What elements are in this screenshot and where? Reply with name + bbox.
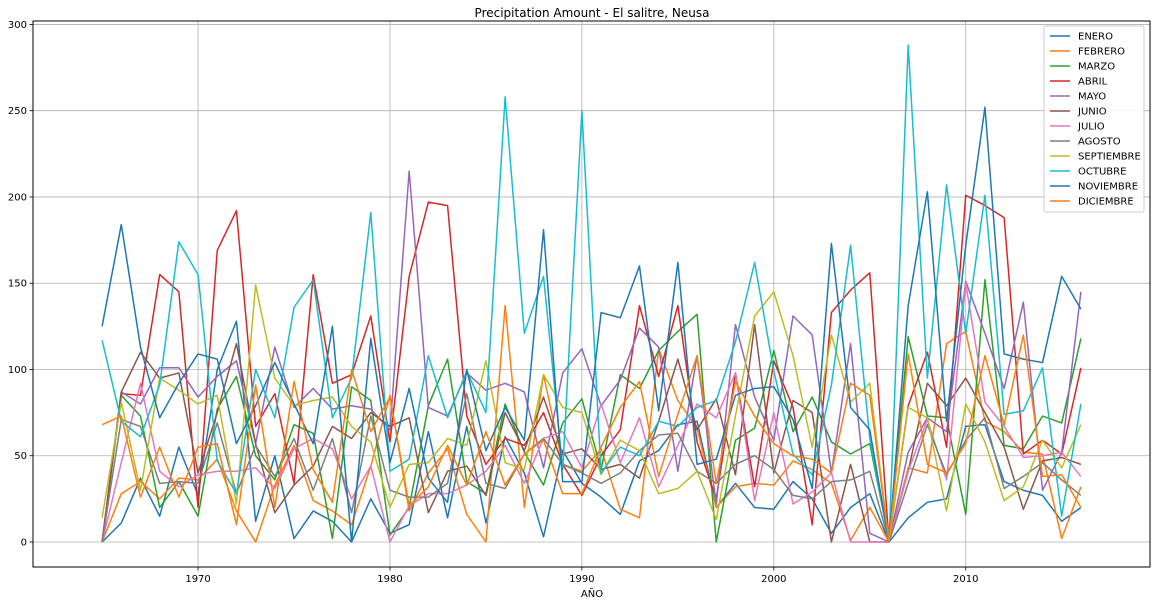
series-line-abril bbox=[101, 194, 1082, 543]
legend-label: FEBRERO bbox=[1078, 47, 1125, 58]
legend-label: OCTUBRE bbox=[1078, 167, 1126, 178]
series-line-julio bbox=[101, 282, 1082, 543]
legend-label: SEPTIEMBRE bbox=[1078, 152, 1141, 163]
x-tick-label: 2010 bbox=[953, 574, 978, 585]
series-line-diciembre bbox=[101, 334, 1082, 543]
y-tick-label: 100 bbox=[8, 365, 27, 376]
x-axis: 1970 1980 1990 2000 2010 bbox=[185, 567, 978, 585]
legend-label: NOVIEMBRE bbox=[1078, 182, 1138, 193]
y-tick-label: 300 bbox=[8, 20, 27, 31]
legend-label: MAYO bbox=[1078, 92, 1106, 103]
y-axis: 0 50 100 150 200 250 300 bbox=[8, 20, 33, 548]
series-line-octubre bbox=[101, 44, 1082, 543]
x-tick-label: 1990 bbox=[569, 574, 594, 585]
y-tick-label: 150 bbox=[8, 279, 27, 290]
legend: ENERO FEBRERO MARZO ABRIL MAYO JUNIO JULIO AGOS… bbox=[1043, 25, 1145, 213]
legend-label: ABRIL bbox=[1078, 77, 1108, 88]
y-tick-label: 250 bbox=[8, 106, 27, 117]
legend-label: JULIO bbox=[1077, 122, 1105, 133]
legend-label: DICIEMBRE bbox=[1078, 197, 1134, 208]
y-tick-label: 200 bbox=[8, 192, 27, 203]
series-lines bbox=[101, 44, 1082, 543]
x-tick-label: 1970 bbox=[185, 574, 210, 585]
x-tick-label: 1980 bbox=[377, 574, 402, 585]
legend-label: AGOSTO bbox=[1078, 137, 1121, 148]
legend-label: JUNIO bbox=[1077, 107, 1107, 118]
chart-title: Precipitation Amount - El salitre, Neusa bbox=[475, 6, 710, 20]
x-axis-label: AÑO bbox=[581, 587, 603, 600]
series-line-agosto bbox=[101, 392, 1082, 543]
legend-label: MARZO bbox=[1078, 62, 1115, 73]
legend-label: ENERO bbox=[1078, 32, 1113, 43]
series-line-febrero bbox=[101, 304, 1082, 543]
y-tick-label: 0 bbox=[21, 537, 27, 548]
plot-area bbox=[32, 20, 1151, 568]
legend-box bbox=[1043, 25, 1145, 213]
x-tick-label: 2000 bbox=[761, 574, 786, 585]
series-line-noviembre bbox=[101, 106, 1082, 543]
y-tick-label: 50 bbox=[14, 451, 27, 462]
series-line-enero bbox=[101, 320, 1082, 543]
